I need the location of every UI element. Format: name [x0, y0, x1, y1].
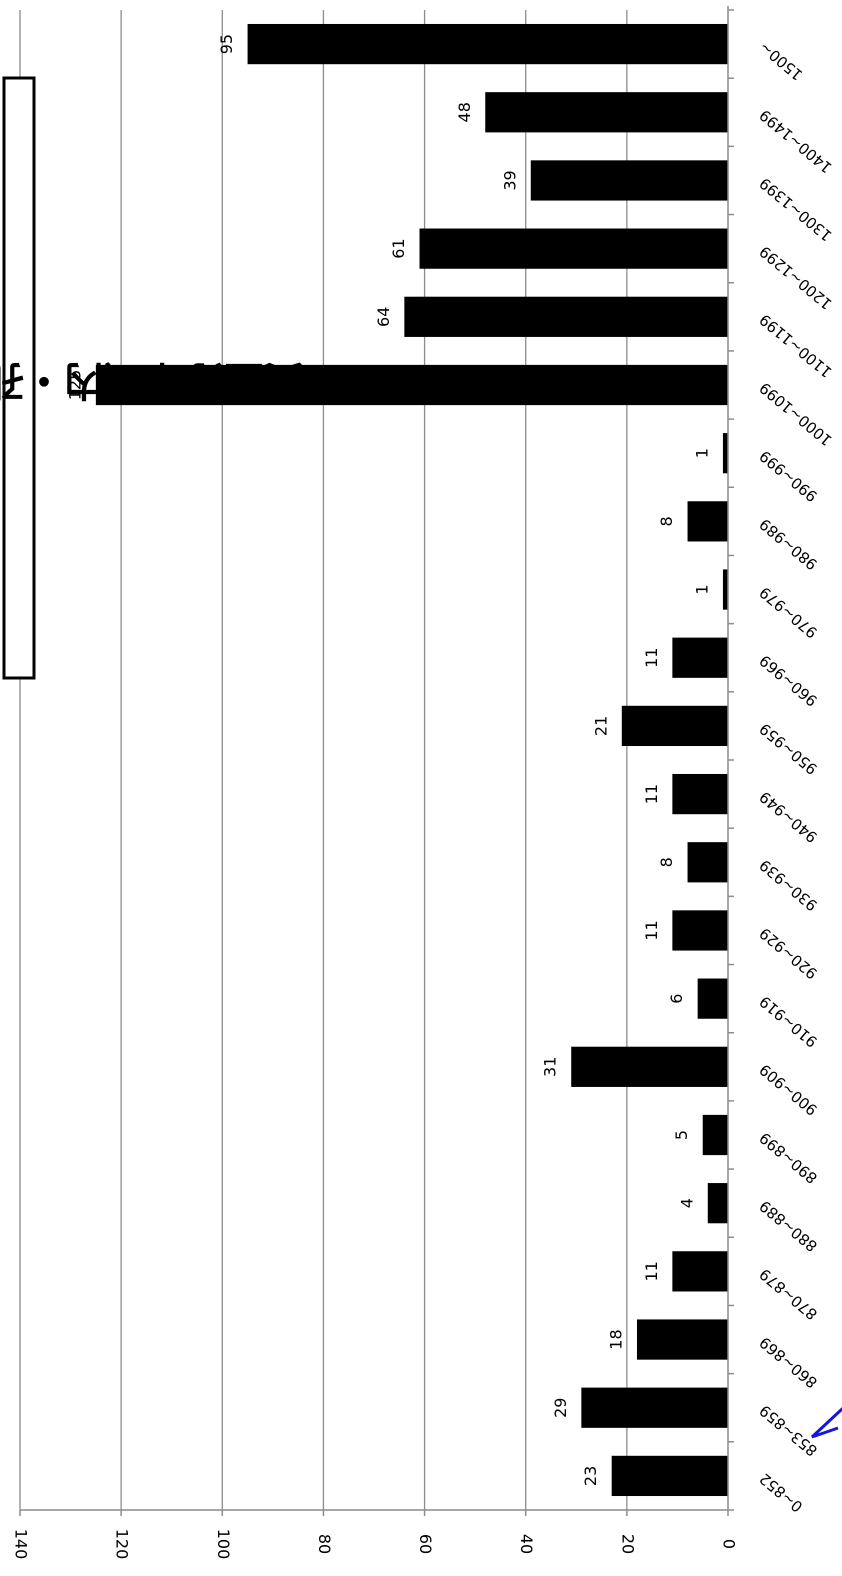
bar-value-label: 11 [642, 784, 661, 804]
bar-value-label: 23 [581, 1466, 600, 1486]
category-label: 990~999 [756, 447, 821, 506]
value-tick-label: 40 [517, 1534, 536, 1554]
bar-value-label: 18 [606, 1329, 625, 1349]
bar [404, 296, 728, 337]
bar-value-label: 48 [455, 102, 474, 122]
bar [722, 569, 728, 610]
bar-value-label: 1 [692, 584, 711, 594]
category-label: 960~969 [756, 651, 821, 710]
bar-value-label: 125 [65, 370, 84, 401]
category-label: 1200~1299 [756, 242, 836, 313]
category-label: 910~919 [756, 992, 821, 1051]
category-label: 0~852 [756, 1469, 806, 1515]
bar [672, 637, 728, 678]
category-label: 1500~ [756, 38, 806, 84]
bar-value-label: 95 [217, 34, 236, 54]
bar [611, 1455, 728, 1497]
bar [581, 1387, 728, 1428]
bar [95, 364, 729, 406]
bar-value-label: 1 [692, 448, 711, 458]
bar-value-label: 8 [657, 857, 676, 867]
bars [95, 23, 729, 1497]
category-label: 1000~1099 [756, 378, 836, 449]
bar-value-label: 61 [389, 238, 408, 258]
bar-value-label: 39 [500, 170, 519, 190]
value-tick-label: 0 [720, 1539, 739, 1549]
bar [722, 433, 728, 474]
category-label: 880~889 [756, 1197, 821, 1256]
bar [672, 910, 728, 951]
bar-value-label: 11 [642, 920, 661, 940]
bar [636, 1319, 728, 1360]
bar-value-label: 64 [374, 307, 393, 327]
category-label: 970~979 [756, 583, 821, 642]
bar [621, 705, 728, 747]
value-tick-label: 20 [618, 1534, 637, 1554]
bar-value-label: 31 [541, 1057, 560, 1077]
bar [571, 1046, 728, 1087]
bar-value-label: 5 [672, 1130, 691, 1140]
bar-value-label: 29 [551, 1398, 570, 1418]
category-label: 853~859 [756, 1401, 821, 1460]
category-label: 930~939 [756, 856, 821, 915]
bar [672, 773, 728, 815]
category-label: 900~909 [756, 1060, 821, 1119]
axes [19, 6, 734, 1516]
value-tick-label: 100 [214, 1529, 233, 1560]
bar [672, 1251, 728, 1292]
bar-value-label: 21 [591, 716, 610, 736]
category-label: 1400~1499 [756, 106, 836, 177]
bar [697, 978, 728, 1019]
bar-value-label: 8 [657, 516, 676, 526]
bar [247, 23, 729, 65]
value-tick-label: 60 [416, 1534, 435, 1554]
value-axis-tick-labels: 0 20 40 60 80 100 120 140 [12, 1529, 739, 1560]
category-label: 870~879 [756, 1265, 821, 1324]
value-tick-label: 140 [12, 1529, 31, 1560]
category-label: 1100~1199 [756, 310, 836, 381]
bar-value-label: 11 [642, 1261, 661, 1281]
bar [419, 228, 728, 269]
value-tick-label: 80 [315, 1534, 334, 1554]
bar-value-label: 6 [667, 994, 686, 1004]
category-label: 920~929 [756, 924, 821, 983]
category-label: 1300~1399 [756, 174, 836, 245]
category-label: 950~959 [756, 719, 821, 778]
value-tick-label: 120 [113, 1529, 132, 1560]
category-label: 940~949 [756, 788, 821, 847]
bar [707, 1183, 728, 1224]
category-label: 890~899 [756, 1128, 821, 1187]
bar [702, 1114, 728, 1156]
title-text: 貴金分布（内・孔表部寺表退集） [0, 357, 304, 403]
bar [530, 160, 728, 201]
bar-value-label: 11 [642, 648, 661, 668]
category-axis-labels: 0~852 853~859 860~869 870~879 880~889 890~899… [756, 38, 836, 1516]
category-label: 860~869 [756, 1333, 821, 1392]
bar [687, 842, 728, 883]
annotation-mark [810, 1406, 842, 1439]
title-box [2, 76, 36, 680]
chart-title: 貴金分布（内・孔表部寺表退集） [0, 76, 304, 680]
category-label: 980~989 [756, 515, 821, 574]
bar [485, 92, 728, 133]
bar [687, 501, 728, 542]
bar-value-label: 4 [677, 1198, 696, 1208]
